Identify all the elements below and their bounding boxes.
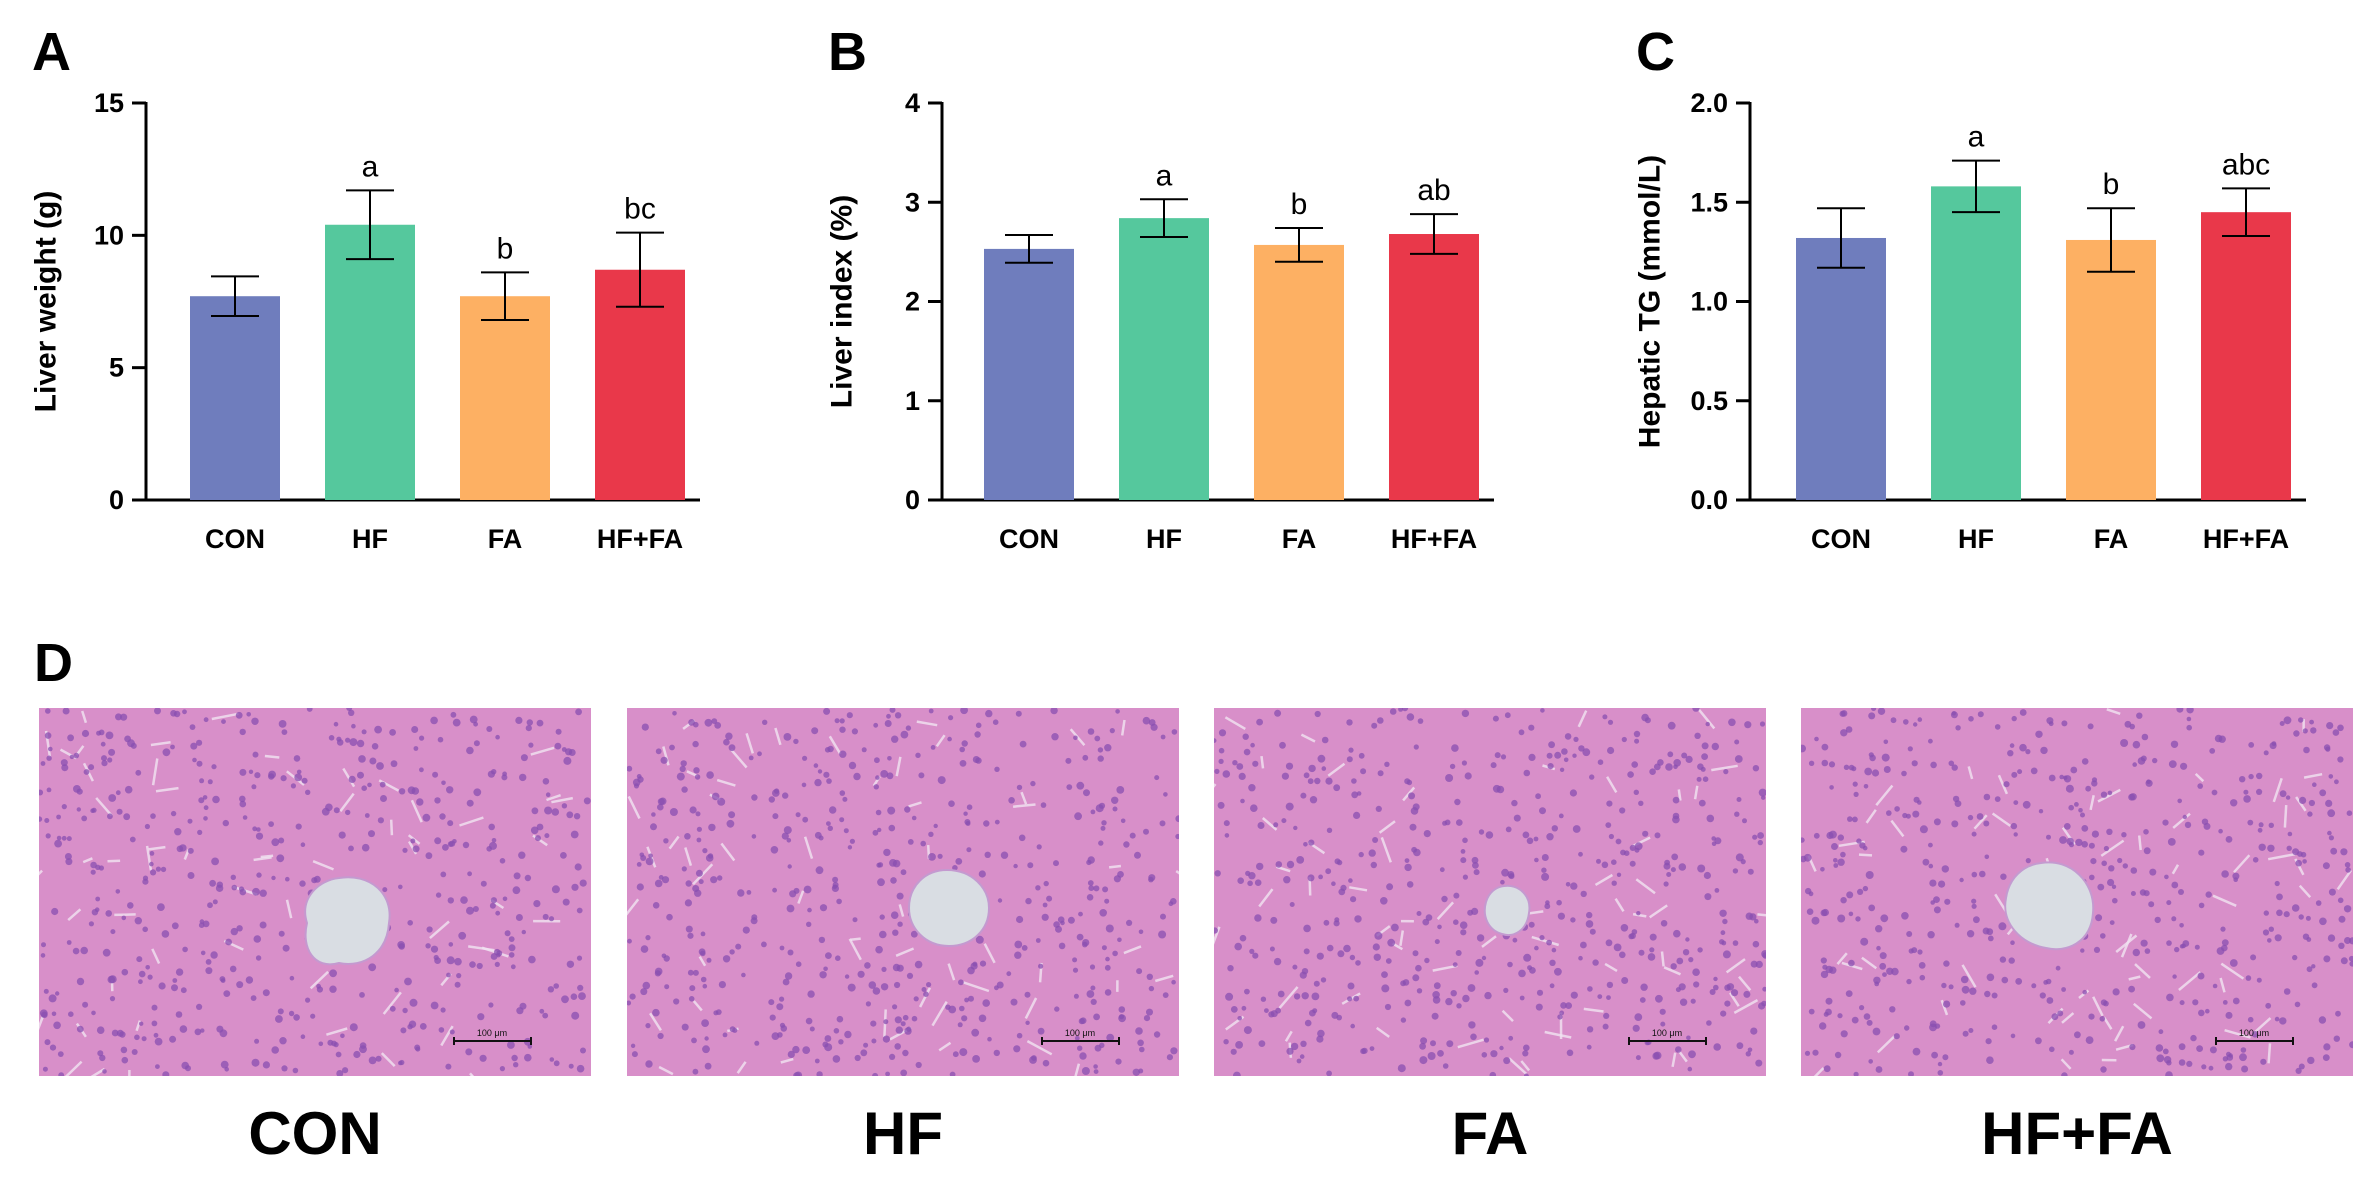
bar-hf <box>1119 218 1209 500</box>
significance-label: a <box>1156 159 1173 192</box>
x-tick-label: HF <box>352 524 388 554</box>
panel-letter-c: C <box>1636 22 1675 82</box>
y-tick-label: 3 <box>905 187 920 217</box>
significance-label: ab <box>1417 174 1450 207</box>
histology-label: HF <box>863 1100 943 1167</box>
x-tick-label: HF+FA <box>597 524 683 554</box>
histology-image-hf-fa: 100 μm <box>1801 708 2353 1076</box>
y-tick-label: 15 <box>94 88 124 118</box>
bar-con <box>984 248 1074 500</box>
y-tick-label: 1.5 <box>1690 187 1728 217</box>
y-tick-label: 0 <box>109 485 124 515</box>
bar-con <box>1796 237 1886 501</box>
x-tick-label: CON <box>205 524 265 554</box>
bar-con <box>190 296 280 500</box>
significance-label: abc <box>2222 148 2270 181</box>
significance-label: b <box>1291 188 1308 221</box>
bar-hf <box>325 224 415 500</box>
y-tick-label: 1 <box>905 386 920 416</box>
panel-letter-a: A <box>32 22 71 82</box>
histology-image-hf: 100 μm <box>627 708 1179 1076</box>
histology-label: HF+FA <box>1981 1100 2173 1167</box>
y-tick-label: 1.0 <box>1690 287 1728 317</box>
panel-letter-b: B <box>828 22 867 82</box>
x-tick-label: FA <box>1282 524 1317 554</box>
panel-letter-d: D <box>34 633 73 693</box>
scale-bar-label: 100 μm <box>1065 1028 1095 1038</box>
y-axis-label: Liver weight (g) <box>30 191 63 413</box>
scale-bar-label: 100 μm <box>1652 1028 1682 1038</box>
bar-fa <box>460 296 550 500</box>
y-tick-label: 5 <box>109 353 124 383</box>
scale-bar-label: 100 μm <box>477 1028 507 1038</box>
y-tick-label: 4 <box>905 88 920 118</box>
y-axis-label: Hepatic TG (mmol/L) <box>1634 155 1667 448</box>
y-tick-label: 0 <box>905 485 920 515</box>
scale-bar-label: 100 μm <box>2239 1028 2269 1038</box>
bar-hf <box>1931 186 2021 500</box>
significance-label: a <box>1968 121 1985 154</box>
histology-label: FA <box>1451 1100 1529 1167</box>
significance-label: b <box>497 232 514 265</box>
bar-hf-fa <box>595 269 685 500</box>
histology-image-con: 100 μm <box>39 708 591 1076</box>
x-tick-label: HF+FA <box>2203 524 2289 554</box>
x-tick-label: HF <box>1958 524 1994 554</box>
y-axis-label: Liver index (%) <box>826 195 859 408</box>
histology-image-fa: 100 μm <box>1214 708 1766 1076</box>
y-tick-label: 2.0 <box>1690 88 1728 118</box>
bar-hf-fa <box>1389 234 1479 500</box>
x-tick-label: CON <box>999 524 1059 554</box>
bar-fa <box>2066 239 2156 500</box>
histology-label: CON <box>248 1100 382 1167</box>
x-tick-label: CON <box>1811 524 1871 554</box>
y-tick-label: 0.0 <box>1690 485 1728 515</box>
significance-label: bc <box>624 193 656 226</box>
bar-hf-fa <box>2201 212 2291 501</box>
x-tick-label: FA <box>488 524 523 554</box>
x-tick-label: FA <box>2094 524 2129 554</box>
bar-fa <box>1254 244 1344 500</box>
y-tick-label: 10 <box>94 220 124 250</box>
significance-label: b <box>2103 168 2120 201</box>
significance-label: a <box>362 150 379 183</box>
x-tick-label: HF <box>1146 524 1182 554</box>
y-tick-label: 0.5 <box>1690 386 1728 416</box>
y-tick-label: 2 <box>905 287 920 317</box>
x-tick-label: HF+FA <box>1391 524 1477 554</box>
